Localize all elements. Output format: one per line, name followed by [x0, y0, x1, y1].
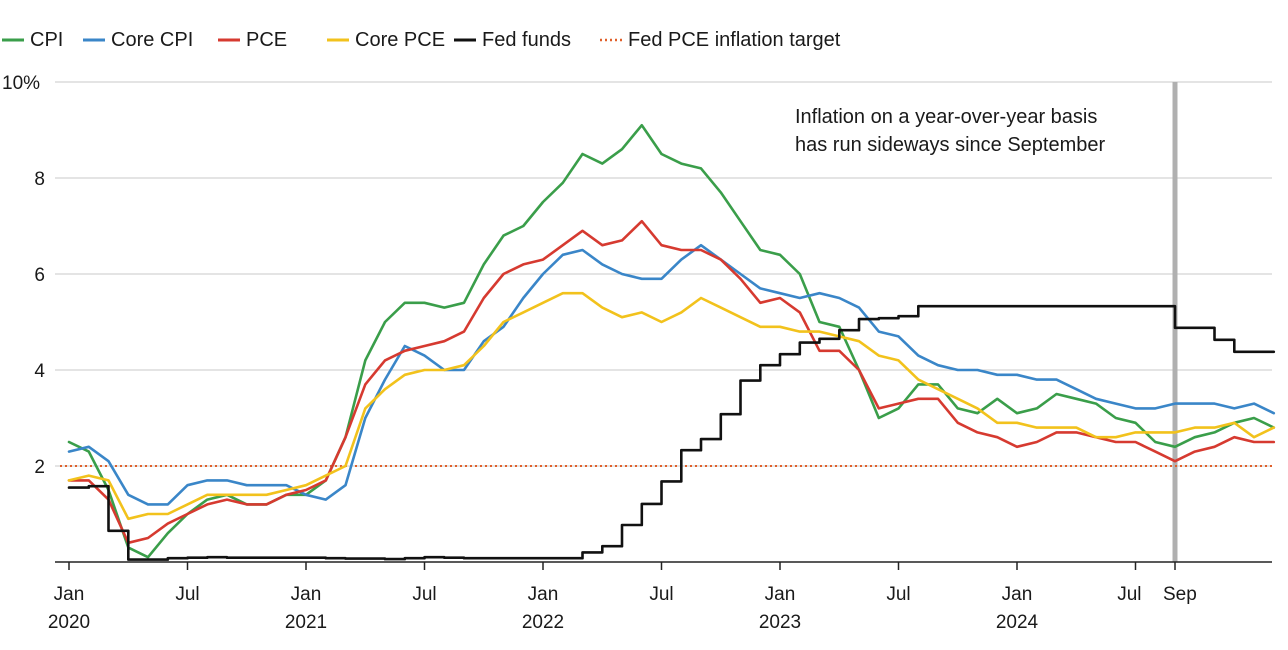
y-tick-label-10: 10% [2, 73, 40, 94]
x-tick-label-2020-07: Jul [175, 584, 199, 605]
y-tick-label-2: 2 [34, 457, 45, 478]
x-tick-label-2021-01: Jan [291, 584, 322, 605]
y-tick-label-8: 8 [34, 169, 45, 190]
legend-label-fed-pce-inflation-target: Fed PCE inflation target [628, 29, 841, 51]
x-axis: Jan 2020 Jul Jan 2021 Jul Jan 2022 Jul Jan 2023 Jul… [48, 561, 1272, 633]
series-line-fed-funds [67, 304, 1276, 561]
x-tick-year-2023: 2023 [759, 612, 801, 633]
x-tick-label-2020-01: Jan [54, 584, 85, 605]
x-tick-label-2024-09: Sep [1163, 584, 1197, 605]
y-tick-label-4: 4 [34, 361, 45, 382]
series-lines [67, 123, 1276, 561]
series-line-pce [67, 219, 1276, 545]
x-tick-year-2022: 2022 [522, 612, 564, 633]
legend-label-pce: PCE [246, 29, 287, 51]
x-tick-label-2024-07: Jul [1117, 584, 1141, 605]
x-tick-year-2020: 2020 [48, 612, 90, 633]
y-tick-label-6: 6 [34, 265, 45, 286]
x-tick-label-2023-07: Jul [886, 584, 910, 605]
x-tick-label-2024-01: Jan [1002, 584, 1033, 605]
series-line-cpi [67, 123, 1276, 559]
grid: 10% 8 6 4 2 [2, 73, 1272, 478]
x-tick-year-2024: 2024 [996, 612, 1039, 633]
annotation-line-1: Inflation on a year-over-year basis [795, 106, 1097, 128]
series-line-core-pce [67, 291, 1276, 521]
x-tick-label-2022-01: Jan [528, 584, 559, 605]
series-line-core-cpi [67, 243, 1276, 506]
annotation-line-2: has run sideways since September [795, 134, 1105, 156]
legend-label-core-pce: Core PCE [355, 29, 445, 51]
legend-label-fed-funds: Fed funds [482, 29, 571, 51]
legend: CPI Core CPI PCE Core PCE Fed funds Fed PCE i… [2, 29, 841, 51]
legend-label-cpi: CPI [30, 29, 63, 51]
x-tick-label-2023-01: Jan [765, 584, 796, 605]
x-tick-year-2021: 2021 [285, 612, 327, 633]
x-tick-label-2021-07: Jul [412, 584, 436, 605]
legend-label-core-cpi: Core CPI [111, 29, 193, 51]
x-tick-label-2022-07: Jul [649, 584, 673, 605]
